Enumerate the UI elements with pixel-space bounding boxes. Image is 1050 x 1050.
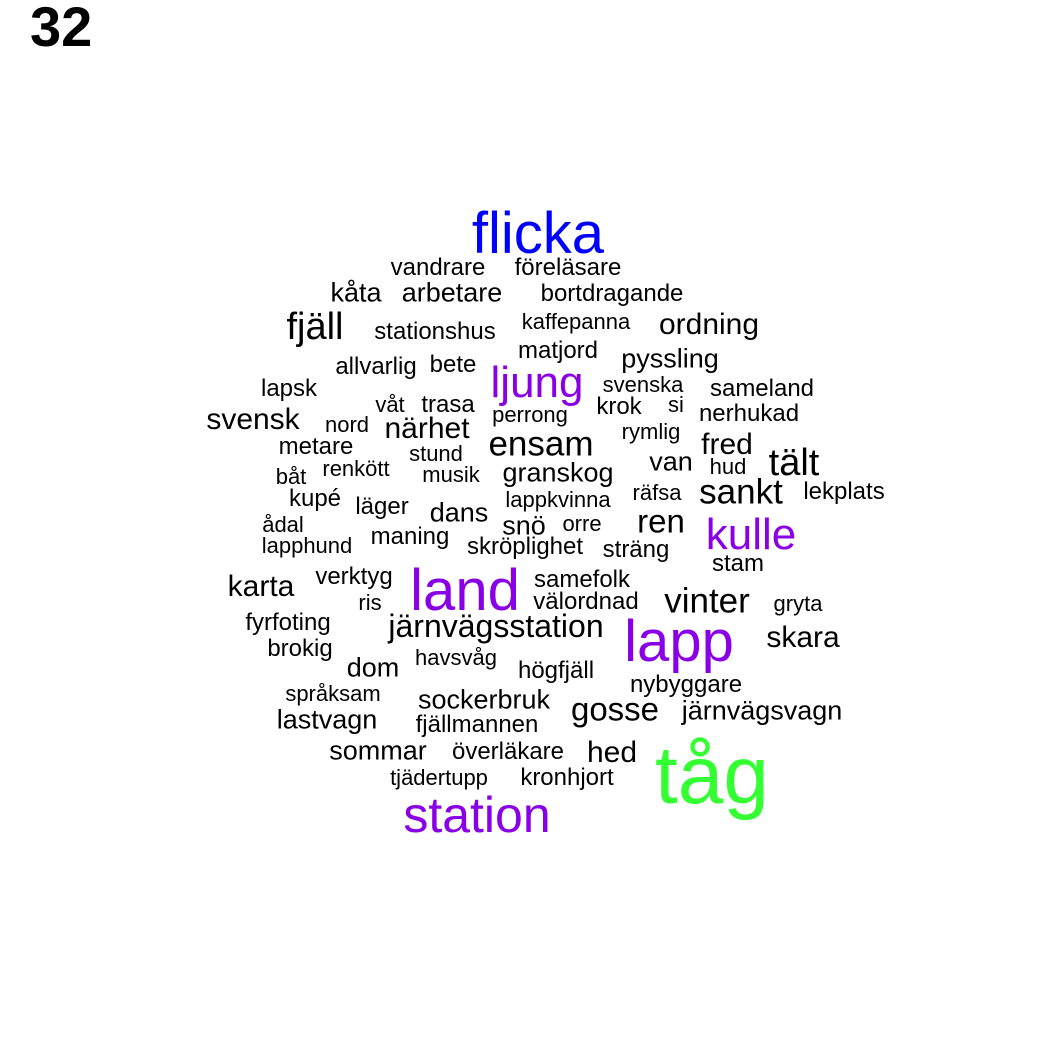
word-27: rymlig [621, 419, 681, 444]
word-65: järnvägsstation [388, 608, 604, 644]
word-52: lapphund [261, 533, 353, 558]
word-61: ris [358, 590, 382, 615]
word-69: havsvåg [415, 645, 497, 670]
word-49: orre [562, 511, 602, 536]
word-41: lekplats [803, 478, 885, 505]
word-57: samefolk [533, 566, 631, 593]
word-55: stam [711, 550, 765, 577]
word-74: sockerbruk [417, 684, 551, 715]
word-68: brokig [267, 635, 333, 662]
word-77: lastvagn [276, 704, 378, 735]
word-80: överläkare [451, 738, 565, 765]
word-75: gosse [570, 690, 660, 728]
word-83: tjädertupp [390, 765, 488, 790]
word-58: karta [227, 570, 295, 603]
word-16: svenska [602, 372, 684, 397]
word-7: stationshus [374, 318, 496, 345]
word-10: matjord [517, 337, 599, 364]
word-67: skara [766, 621, 840, 654]
word-21: si [668, 392, 684, 417]
word-76: järnvägsvagn [681, 695, 843, 726]
page-number: 32 [30, 0, 93, 58]
word-35: renkött [322, 456, 390, 481]
word-73: språksam [285, 681, 381, 706]
word-9: ordning [658, 308, 760, 341]
word-32: van [649, 446, 693, 477]
word-22: svensk [206, 403, 300, 436]
word-19: trasa [421, 391, 475, 418]
word-25: nord [324, 412, 370, 437]
word-18: våt [375, 392, 405, 417]
word-81: hed [586, 736, 638, 769]
word-59: land [410, 558, 520, 623]
word-78: fjällmannen [415, 711, 539, 738]
word-43: läger [355, 493, 409, 520]
word-60: vinter [664, 581, 750, 621]
word-53: skröplighet [466, 533, 584, 560]
word-26: närhet [384, 412, 470, 445]
word-20: krok [596, 393, 642, 420]
word-71: högfjäll [517, 657, 595, 684]
word-50: kulle [705, 510, 797, 559]
word-63: gryta [773, 591, 823, 616]
word-51: maning [370, 523, 450, 550]
word-33: hud [709, 454, 747, 479]
word-8: kaffepanna [521, 309, 631, 334]
word-15: lapsk [260, 375, 318, 402]
word-13: pyssling [621, 343, 719, 374]
word-38: granskog [502, 457, 614, 488]
word-28: ensam [488, 424, 594, 464]
word-24: nerhukad [698, 400, 800, 427]
word-62: välordnad [533, 588, 639, 615]
word-34: tält [768, 442, 820, 484]
word-37: musik [422, 462, 480, 487]
word-39: räfsa [632, 480, 682, 505]
word-3: kåta [330, 277, 382, 308]
word-70: dom [346, 652, 400, 683]
word-23: perrong [492, 402, 568, 427]
word-1: vandrare [390, 254, 486, 281]
word-2: föreläsare [514, 254, 622, 281]
word-17: sameland [709, 375, 815, 402]
word-42: kupé [288, 485, 342, 512]
word-56: verktyg [315, 563, 393, 590]
word-31: stund [409, 441, 463, 466]
word-64: fyrfoting [245, 609, 331, 636]
word-82: tåg [655, 730, 769, 821]
word-14: ljung [490, 358, 584, 407]
word-72: nybyggare [629, 671, 743, 698]
word-40: sankt [699, 472, 783, 512]
word-54: sträng [602, 536, 670, 563]
word-85: station [403, 787, 551, 843]
word-30: fred [701, 428, 753, 461]
word-11: allvarlig [335, 353, 417, 380]
word-44: lappkvinna [505, 487, 611, 512]
word-0: flicka [471, 201, 605, 266]
word-5: bortdragande [540, 280, 684, 307]
word-79: sommar [329, 735, 427, 766]
word-36: båt [275, 464, 307, 489]
word-29: metare [278, 433, 354, 460]
word-4: arbetare [401, 277, 503, 308]
word-45: dans [429, 497, 489, 528]
word-12: bete [429, 351, 477, 378]
word-47: ådal [262, 512, 304, 537]
word-46: ren [637, 502, 685, 540]
word-6: fjäll [286, 306, 344, 348]
word-48: snö [502, 510, 546, 541]
word-66: lapp [624, 609, 734, 674]
word-84: kronhjort [520, 764, 614, 791]
